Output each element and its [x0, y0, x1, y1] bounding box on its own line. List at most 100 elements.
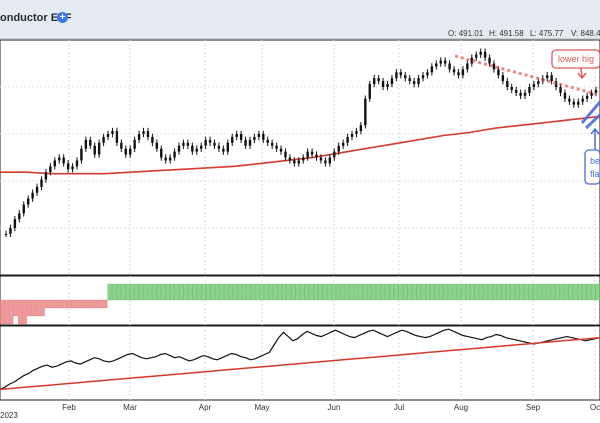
histogram-bar	[197, 283, 202, 301]
histogram-bar	[403, 283, 408, 301]
histogram-bar	[214, 283, 220, 301]
histogram-bar	[456, 283, 462, 301]
histogram-bar	[309, 283, 314, 301]
volume-readout: V: 848.4	[571, 29, 600, 38]
histogram-bar	[411, 283, 417, 301]
candle-body	[550, 75, 553, 82]
candle-body	[262, 134, 265, 140]
candle-body	[191, 145, 194, 152]
candle-body	[297, 160, 300, 164]
histogram-bar	[506, 283, 511, 301]
histogram-bar	[488, 283, 493, 301]
candle-body	[58, 157, 61, 161]
candle-body	[333, 151, 336, 158]
candle-body	[266, 139, 269, 143]
candle-body	[506, 81, 509, 87]
histogram-bar	[35, 299, 41, 317]
candle-body	[195, 148, 198, 152]
histogram-bar	[152, 283, 157, 301]
candle-body	[310, 151, 314, 155]
candle-body	[244, 139, 247, 146]
histogram-bar	[107, 283, 112, 301]
histogram-bar	[156, 283, 162, 301]
candle-body	[390, 78, 394, 85]
candle-body	[572, 101, 576, 105]
histogram-bar	[219, 283, 224, 301]
candle-body	[106, 134, 110, 137]
histogram-bar	[71, 299, 77, 309]
candle-body	[417, 78, 420, 85]
histogram-bar	[246, 283, 251, 301]
candle-body	[470, 57, 473, 64]
histogram-bar	[519, 283, 524, 301]
flag-callout-box	[584, 149, 600, 185]
histogram-bar	[273, 283, 278, 301]
candle-body	[381, 81, 385, 87]
candle-body	[346, 136, 349, 143]
histogram-bar	[367, 283, 372, 301]
histogram-bar	[501, 283, 506, 301]
histogram-bar	[174, 283, 180, 301]
candle-body	[257, 134, 261, 137]
candle-body	[412, 81, 416, 85]
candle-body	[341, 142, 345, 146]
histogram-bar	[286, 283, 291, 301]
candle-body	[142, 131, 145, 134]
histogram-bar	[371, 283, 377, 301]
histogram-bar	[188, 283, 193, 301]
x-tick-label: Feb	[62, 403, 76, 412]
flag-text-line2: fla	[590, 169, 600, 179]
histogram-bar	[250, 283, 256, 301]
histogram-bar	[138, 283, 144, 301]
lower-highs-text: lower hig	[558, 54, 594, 64]
histogram-bar	[483, 283, 489, 301]
histogram-bar	[9, 299, 14, 325]
histogram-bar	[170, 283, 175, 301]
histogram-bar	[228, 283, 233, 301]
candle-body	[577, 101, 580, 105]
candle-body	[275, 145, 278, 149]
candle-body	[452, 69, 456, 73]
lower-highs-arrow-icon	[580, 67, 583, 78]
histogram-bar	[438, 283, 444, 301]
histogram-bar	[550, 283, 556, 301]
candle-body	[146, 131, 150, 137]
candle-body	[53, 160, 56, 167]
candle-body	[133, 139, 136, 149]
moving-average-line	[0, 115, 600, 175]
candle-body	[137, 134, 141, 140]
candle-body	[182, 142, 185, 146]
candle-body	[408, 78, 411, 82]
histogram-bar	[300, 283, 305, 301]
candle-body	[435, 63, 438, 67]
candle-body	[350, 134, 354, 137]
candle-body	[9, 228, 12, 234]
x-tick-label: Aug	[454, 403, 468, 412]
candle-body	[457, 72, 460, 76]
candle-body	[226, 142, 230, 152]
histogram-bar	[147, 283, 153, 301]
histogram-bar	[165, 283, 171, 301]
candle-body	[501, 75, 505, 82]
histogram-bar	[4, 299, 9, 325]
histogram-bar	[134, 283, 139, 301]
flag-line-upper	[580, 101, 600, 124]
candle-body	[377, 78, 380, 82]
candle-body	[279, 148, 283, 152]
candle-body	[324, 160, 327, 164]
candle-body	[204, 139, 207, 146]
candle-body	[22, 204, 25, 214]
candle-body	[302, 157, 305, 161]
histogram-bar	[555, 283, 560, 301]
histogram-bar	[277, 283, 283, 301]
plus-circle-icon[interactable]: +	[57, 12, 68, 23]
histogram-bar	[385, 283, 390, 301]
histogram-bar	[111, 283, 117, 301]
histogram-bar	[389, 283, 394, 301]
candle-body	[510, 87, 513, 90]
candle-body	[466, 63, 469, 70]
histogram-bar	[528, 283, 533, 301]
candle-body	[115, 131, 119, 143]
histogram-bar	[98, 299, 103, 309]
histogram-bar	[0, 299, 5, 325]
